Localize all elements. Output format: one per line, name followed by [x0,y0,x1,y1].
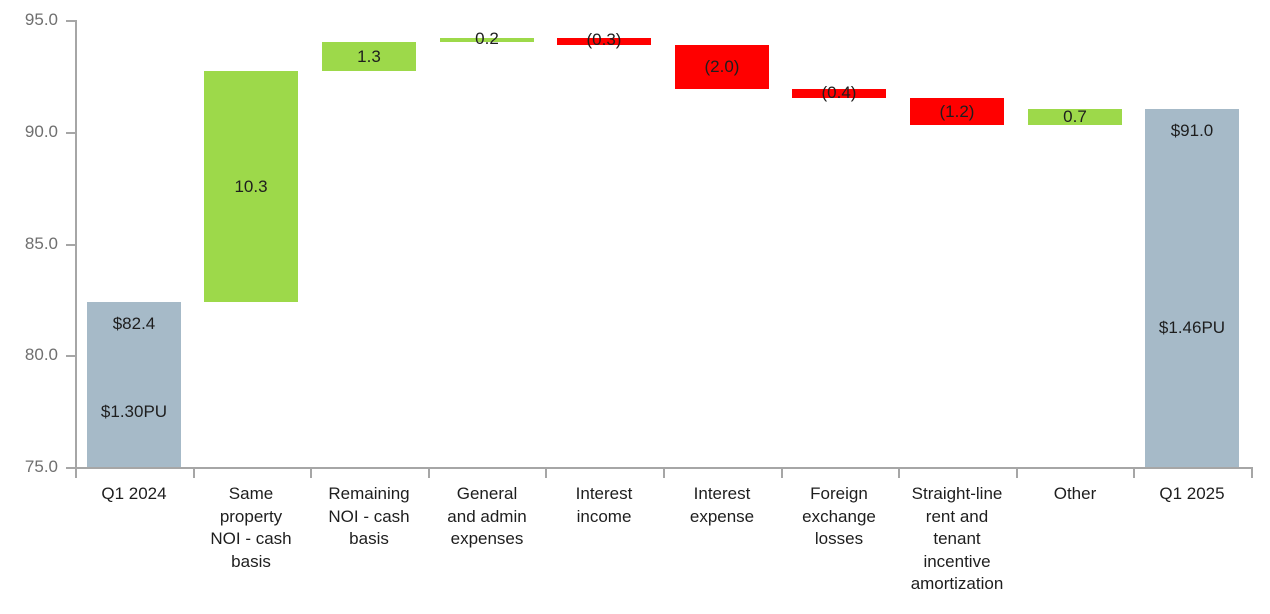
bar-value-label: 0.7 [1063,107,1087,127]
x-tick-mark [193,467,195,478]
y-axis-line [75,20,77,468]
x-category-label: Remaining NOI - cash basis [328,484,410,548]
x-tick-mark [663,467,665,478]
x-category-label: Foreign exchange losses [802,484,876,548]
bar-per-unit-label: $1.30PU [100,401,168,421]
y-tick-label: 75.0 [24,457,58,476]
x-category-label: Interest income [575,484,633,526]
increase-bar [440,37,534,43]
x-category-label: Straight-line rent and tenant incentive … [910,484,1004,593]
x-tick-mark [428,467,430,478]
increase-bar [1028,109,1122,126]
bar-per-unit-label: $1.46PU [1158,318,1226,338]
y-tick-mark [66,131,76,134]
decrease-bar [792,89,886,99]
bar-value-label: (1.2) [939,101,975,121]
y-tick-label: 90.0 [24,121,58,141]
bar-value-label: 0.2 [475,29,499,49]
bar-value-label: 10.3 [234,176,268,196]
decrease-bar [910,98,1004,126]
x-tick-mark [1133,467,1135,478]
x-category-label: Other [1053,484,1097,503]
total-bar [87,301,181,467]
x-tick-mark [310,467,312,478]
x-category-label: Same property NOI - cash basis [210,484,292,571]
x-tick-mark [781,467,783,478]
x-axis-line [66,467,1253,469]
decrease-bar [675,44,769,90]
bar-value-label: (2.0) [704,56,740,76]
y-tick-label: 95.0 [24,10,58,29]
x-category-label: Interest expense [689,484,755,526]
total-bar [1145,109,1239,467]
x-tick-mark [1016,467,1018,478]
bar-value-label: $91.0 [1170,121,1214,141]
y-tick-label: 85.0 [24,233,58,253]
x-tick-mark [1251,467,1253,478]
y-tick-mark [66,355,76,358]
bar-value-label: (0.4) [821,82,857,102]
x-category-label: Q1 2024 [101,484,167,503]
x-category-label: General and admin expenses [447,484,527,548]
y-tick-mark [66,243,76,246]
bar-value-label: 1.3 [357,46,381,66]
increase-bar [204,71,298,302]
bar-value-label: (0.3) [586,30,622,50]
decrease-bar [557,37,651,45]
y-tick-mark [66,20,76,22]
bar-value-label: $82.4 [112,313,156,333]
x-tick-mark [545,467,547,478]
y-tick-label: 80.0 [24,345,58,365]
x-tick-mark [898,467,900,478]
x-category-label: Q1 2025 [1159,484,1225,503]
increase-bar [322,42,416,72]
x-tick-mark [75,467,77,478]
